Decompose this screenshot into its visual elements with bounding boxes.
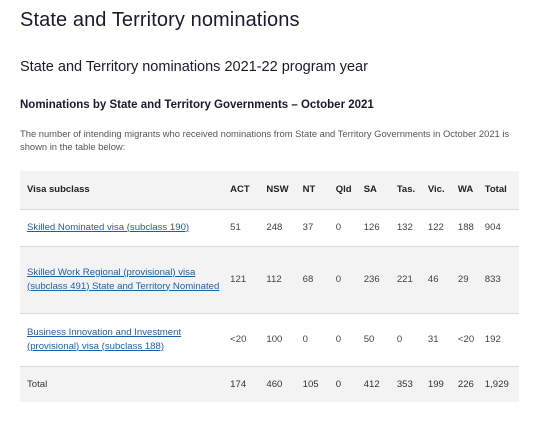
table-cell: 122: [427, 222, 444, 233]
header-tas: Tas.: [396, 184, 416, 196]
table-cell: 904: [484, 222, 501, 233]
nominations-table: Visa subclass ACT NSW NT Qld SA Tas. Vic…: [20, 171, 519, 402]
table-row: Business Innovation and Investment (prov…: [20, 313, 519, 366]
table-cell: 833: [484, 274, 501, 285]
page-title: State and Territory nominations: [20, 9, 300, 31]
table-row: Skilled Work Regional (provisional) visa…: [20, 246, 519, 313]
table-cell: 0: [335, 274, 342, 285]
total-cell: 174: [230, 378, 247, 390]
header-nsw: NSW: [266, 184, 289, 196]
table-cell: 46: [427, 274, 439, 285]
header-act: ACT: [230, 184, 250, 196]
table-cell: 29: [457, 274, 469, 285]
table-cell: 51: [230, 222, 241, 233]
total-cell: 105: [302, 378, 319, 390]
table-cell: 100: [266, 334, 283, 345]
table-cell: 0: [335, 334, 342, 345]
visa-491-link[interactable]: Skilled Work Regional (provisional) visa…: [27, 266, 220, 292]
total-cell: 0: [335, 378, 342, 390]
total-cell: 1,929: [484, 378, 509, 390]
total-cell: 199: [427, 378, 444, 390]
header-vic: Vic.: [427, 184, 445, 196]
table-cell: 68: [302, 274, 314, 285]
total-cell: 226: [457, 378, 474, 390]
header-qld: Qld: [335, 184, 352, 196]
table-cell: 192: [484, 334, 501, 345]
table-cell: 236: [363, 274, 380, 285]
visa-188-link[interactable]: Business Innovation and Investment (prov…: [27, 326, 182, 352]
table-cell: 112: [266, 274, 282, 285]
table-cell: 0: [396, 334, 403, 345]
table-cell: <20: [457, 334, 475, 345]
table-cell: 248: [266, 222, 283, 233]
header-sa: SA: [363, 184, 377, 196]
total-cell: 412: [363, 378, 380, 390]
header-visa-subclass: Visa subclass: [27, 184, 90, 196]
table-header-row: Visa subclass ACT NSW NT Qld SA Tas. Vic…: [20, 171, 519, 209]
intro-text: The number of intending migrants who rec…: [20, 128, 510, 152]
table-cell: 50: [363, 334, 375, 345]
table-cell: 0: [335, 222, 342, 233]
visa-190-link[interactable]: Skilled Nominated visa (subclass 190): [27, 221, 190, 233]
table-row: Skilled Nominated visa (subclass 190) 51…: [20, 209, 519, 246]
total-cell: 460: [266, 378, 283, 390]
table-cell: 121: [230, 274, 247, 285]
table-cell: 188: [457, 222, 474, 233]
table-cell: 31: [427, 334, 439, 345]
page-subtitle: State and Territory nominations 2021-22 …: [20, 59, 368, 75]
table-cell: 221: [396, 274, 413, 285]
section-heading: Nominations by State and Territory Gover…: [20, 99, 374, 111]
total-label: Total: [27, 378, 48, 390]
total-row: Total 174 460 105 0 412 353 199 226 1,92…: [20, 366, 519, 402]
total-cell: 353: [396, 378, 413, 390]
header-total: Total: [484, 184, 507, 196]
table-cell: 132: [396, 222, 413, 233]
table-cell: 126: [363, 222, 380, 233]
table-cell: 0: [302, 334, 308, 345]
table-cell: 37: [302, 222, 314, 233]
header-nt: NT: [302, 184, 316, 196]
table-cell: <20: [230, 334, 247, 345]
header-wa: WA: [457, 184, 474, 196]
